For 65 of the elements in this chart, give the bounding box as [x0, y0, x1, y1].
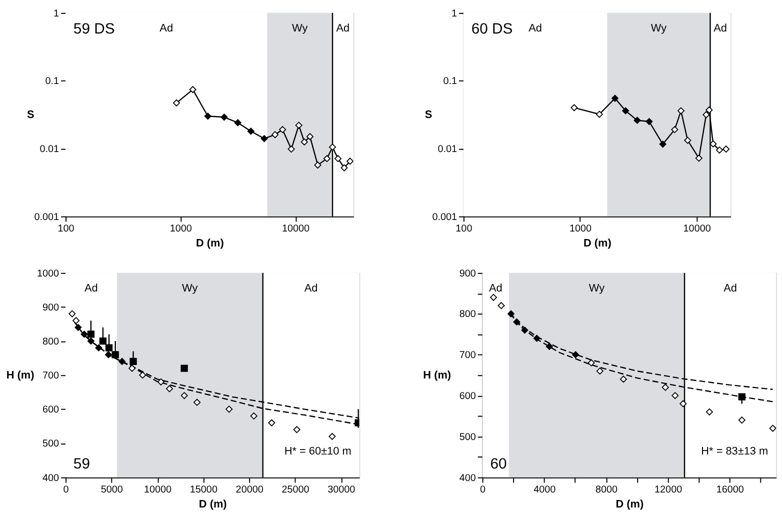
- annotation: 60 DS: [471, 22, 513, 38]
- y-tick-label: 400: [42, 472, 60, 484]
- y-tick-label: 1: [451, 8, 458, 20]
- y-axis-title: S: [424, 109, 432, 122]
- annotation: H* = 60±10 m: [284, 445, 352, 458]
- band-label: Ad: [528, 22, 542, 35]
- x-tick-label: 20000: [236, 484, 264, 496]
- band-label: Ad: [336, 22, 350, 35]
- y-axis-title: H (m): [423, 370, 452, 382]
- y-tick-label: 600: [42, 404, 60, 416]
- y-tick-label: 700: [42, 370, 60, 382]
- x-axis-title: D (m): [198, 498, 228, 511]
- band-label: Wy: [588, 282, 606, 295]
- x-tick-label: 10000: [144, 484, 172, 496]
- y-tick-label: 600: [459, 391, 476, 402]
- y-tick-label: 800: [42, 336, 60, 348]
- y-tick-label: 700: [459, 350, 476, 362]
- band-label: Ad: [488, 282, 502, 295]
- y-tick-label: 900: [42, 302, 60, 314]
- x-tick-label: 0: [480, 484, 486, 496]
- y-tick-label: 0.1: [45, 76, 60, 88]
- x-tick-label: 0: [63, 484, 70, 496]
- band-label: Wy: [292, 22, 308, 35]
- y-tick-label: 500: [42, 438, 60, 450]
- annotation: H* = 83±13 m: [701, 445, 768, 458]
- x-tick-label: 1000: [170, 224, 192, 235]
- x-axis-title: D (m): [196, 238, 224, 250]
- x-axis-title: D (m): [583, 238, 612, 250]
- band-label: Wy: [650, 22, 668, 35]
- x-tick-label: 10000: [282, 224, 310, 235]
- y-tick-label: 800: [459, 309, 476, 320]
- band-label: Wy: [182, 282, 198, 295]
- annotation: 59 DS: [73, 22, 115, 38]
- y-axis-title: H (m): [6, 370, 35, 382]
- annotation: 60: [490, 456, 507, 472]
- x-tick-label: 4000: [534, 484, 556, 496]
- x-tick-label: 12000: [654, 484, 683, 496]
- y-tick-label: 400: [459, 472, 476, 484]
- y-tick-label: 0.1: [443, 76, 458, 88]
- y-tick-label: 0.001: [432, 212, 458, 223]
- band-label: Ad: [160, 22, 174, 35]
- x-tick-label: 15000: [190, 484, 218, 496]
- x-axis-title: D (m): [616, 498, 644, 511]
- y-tick-label: 900: [459, 268, 476, 280]
- x-tick-label: 100: [58, 224, 75, 235]
- y-tick-label: 500: [459, 432, 476, 443]
- y-tick-label: 1: [54, 8, 60, 20]
- x-tick-label: 5000: [100, 484, 124, 496]
- band-label: Ad: [304, 282, 318, 295]
- band-label: Ad: [714, 22, 727, 35]
- y-tick-label: 1000: [37, 268, 60, 280]
- x-tick-label: 1000: [569, 224, 592, 235]
- y-tick-label: 0.01: [438, 144, 458, 155]
- x-tick-label: 8000: [595, 484, 618, 496]
- x-tick-label: 16000: [716, 484, 744, 496]
- x-tick-label: 10000: [683, 224, 712, 235]
- band-label: Ad: [84, 282, 98, 295]
- y-axis-title: S: [26, 109, 34, 122]
- x-tick-label: 25000: [282, 484, 310, 496]
- x-tick-label: 30000: [328, 484, 356, 496]
- annotation: 59: [73, 456, 90, 472]
- band-label: Ad: [724, 282, 737, 295]
- y-tick-label: 0.001: [34, 212, 60, 223]
- x-tick-label: 100: [456, 224, 473, 235]
- y-tick-label: 0.01: [40, 144, 60, 155]
